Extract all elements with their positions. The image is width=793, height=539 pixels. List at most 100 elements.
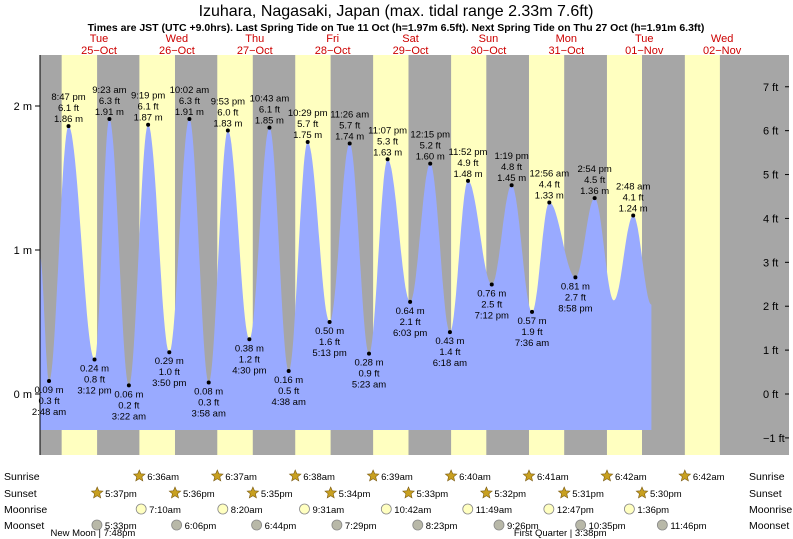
day-date: 26−Oct <box>159 45 195 57</box>
moonset-time: 8:23pm <box>426 521 458 532</box>
high-tide-label: 2:54 pm <box>577 164 611 175</box>
high-tide-marker <box>305 140 310 144</box>
high-tide-label: 4.4 ft <box>539 179 560 190</box>
high-tide-marker <box>592 196 597 201</box>
high-tide-label: 5.2 ft <box>420 141 441 152</box>
high-tide-label: 11:26 am <box>330 109 369 120</box>
row-label-left: Sunrise <box>4 471 40 483</box>
high-tide-label: 9:53 pm <box>211 96 245 107</box>
sun-icon <box>288 469 302 482</box>
sun-time: 5:34pm <box>339 489 371 500</box>
sun-icon <box>600 469 614 482</box>
high-tide-label: 6.0 ft <box>217 107 238 118</box>
moonrise-icon <box>299 503 310 515</box>
moonrise-time: 8:20am <box>231 505 263 516</box>
row-label-left: Moonset <box>4 520 44 532</box>
right-axis-tick-label: 2 ft <box>763 301 778 313</box>
high-tide-label: 1.75 m <box>293 130 322 141</box>
tide-area <box>40 119 652 430</box>
high-tide-label: 11:52 pm <box>449 147 488 158</box>
high-tide-label: 1.74 m <box>335 131 364 142</box>
chart-subtitle: Times are JST (UTC +9.0hrs). Last Spring… <box>88 22 705 34</box>
high-tide-label: 2:48 am <box>616 181 650 192</box>
row-label-left: Sunset <box>4 488 37 500</box>
tide-curve <box>40 119 652 430</box>
low-tide-label: 7:36 am <box>515 338 549 349</box>
high-tide-marker <box>385 157 390 162</box>
axes: 0 m 1 m 2 m −1 ft 0 ft 1 ft 2 ft 3 ft 4 ft 5 ft 6 … <box>14 55 789 455</box>
day-date: 29−Oct <box>393 45 429 57</box>
low-tide-marker <box>408 299 413 304</box>
moonset-time: 9:26pm <box>507 521 539 532</box>
sun-time: 5:35pm <box>261 489 293 500</box>
low-tide-marker <box>206 380 211 385</box>
right-axis-tick-label: 7 ft <box>763 82 778 94</box>
low-tide-label: 1.0 ft <box>159 367 180 378</box>
high-tide-label: 1.24 m <box>619 203 648 214</box>
low-tide-label: 0.81 m <box>561 281 590 292</box>
sun-icon <box>324 486 338 499</box>
high-tide-label: 11:07 pm <box>368 125 407 136</box>
sun-icon <box>168 486 182 499</box>
sun-time: 5:30pm <box>650 489 682 500</box>
low-tide-label: 3:58 am <box>192 408 226 419</box>
right-axis-strip <box>741 55 789 455</box>
moonset-time: 6:06pm <box>185 521 217 532</box>
low-tide-label: 0.57 m <box>518 316 547 327</box>
high-tide-label: 8:47 pm <box>51 92 85 103</box>
day-headers: Tue25−OctWed26−OctThu27−OctFri28−OctSat2… <box>81 33 742 57</box>
day-date: 27−Oct <box>237 45 273 57</box>
moonset-icon <box>331 519 343 531</box>
low-tide-label: 0.5 ft <box>278 386 299 397</box>
low-tide-marker <box>92 357 97 362</box>
low-tide-label: 1.4 ft <box>439 347 460 358</box>
high-tide-label: 6.3 ft <box>99 96 120 107</box>
sun-time: 6:37am <box>225 472 257 483</box>
low-tide-label: 1.6 ft <box>319 337 340 348</box>
high-tide-label: 1.91 m <box>95 107 124 118</box>
high-tide-label: 5.7 ft <box>297 119 318 130</box>
moon-phase-label: New Moon | 7:48pm <box>50 528 135 539</box>
sun-icon <box>90 486 104 499</box>
low-tide-label: 0.29 m <box>155 356 184 367</box>
row-label-right: Sunset <box>749 488 782 500</box>
low-tide-label: 0.2 ft <box>118 400 139 411</box>
high-tide-marker <box>428 161 433 166</box>
high-tide-label: 12:15 pm <box>410 130 450 141</box>
sun-time: 6:42am <box>615 472 647 483</box>
high-tide-label: 4.8 ft <box>501 162 522 173</box>
high-tide-label: 6.1 ft <box>138 102 159 113</box>
high-tide-marker <box>146 122 151 127</box>
left-axis-tick-label: 2 m <box>14 101 32 113</box>
low-tide-label: 2.5 ft <box>481 300 502 311</box>
low-tide-label: 2.7 ft <box>565 292 586 303</box>
night-band <box>719 55 741 455</box>
high-tide-label: 1.45 m <box>497 173 526 184</box>
right-axis-tick-label: 5 ft <box>763 170 778 182</box>
low-tide-label: 0.8 ft <box>84 374 105 385</box>
high-tide-marker <box>465 178 470 183</box>
high-tide-label: 1.60 m <box>416 152 445 163</box>
day-name: Tue <box>635 33 654 45</box>
day-date: 28−Oct <box>315 45 351 57</box>
sun-time: 6:36am <box>147 472 179 483</box>
moonset-time: 10:35pm <box>589 521 626 532</box>
sun-time: 5:37pm <box>105 489 137 500</box>
moonrise-time: 12:47pm <box>557 505 594 516</box>
day-date: 25−Oct <box>81 45 117 57</box>
right-axis-tick-label: −1 ft <box>763 433 785 445</box>
high-tide-marker <box>225 128 230 133</box>
low-tide-marker <box>126 383 131 388</box>
low-tide-label: 0.08 m <box>194 386 223 397</box>
sun-time: 6:41am <box>537 472 569 483</box>
sun-moon-rows: Sunrise Sunrise 6:36am 6:37am 6:38am 6:39am 6:… <box>4 469 792 539</box>
sun-time: 5:33pm <box>416 489 448 500</box>
sun-icon <box>366 469 380 482</box>
high-tide-label: 4.1 ft <box>623 192 644 203</box>
high-tide-marker <box>631 213 636 218</box>
low-tide-marker <box>489 282 494 287</box>
moonset-time: 11:46pm <box>670 521 706 532</box>
moon-phase-label: First Quarter | 3:38pm <box>514 528 607 539</box>
moonset-time: 6:44pm <box>265 521 297 532</box>
low-tide-label: 2:48 am <box>32 407 66 418</box>
